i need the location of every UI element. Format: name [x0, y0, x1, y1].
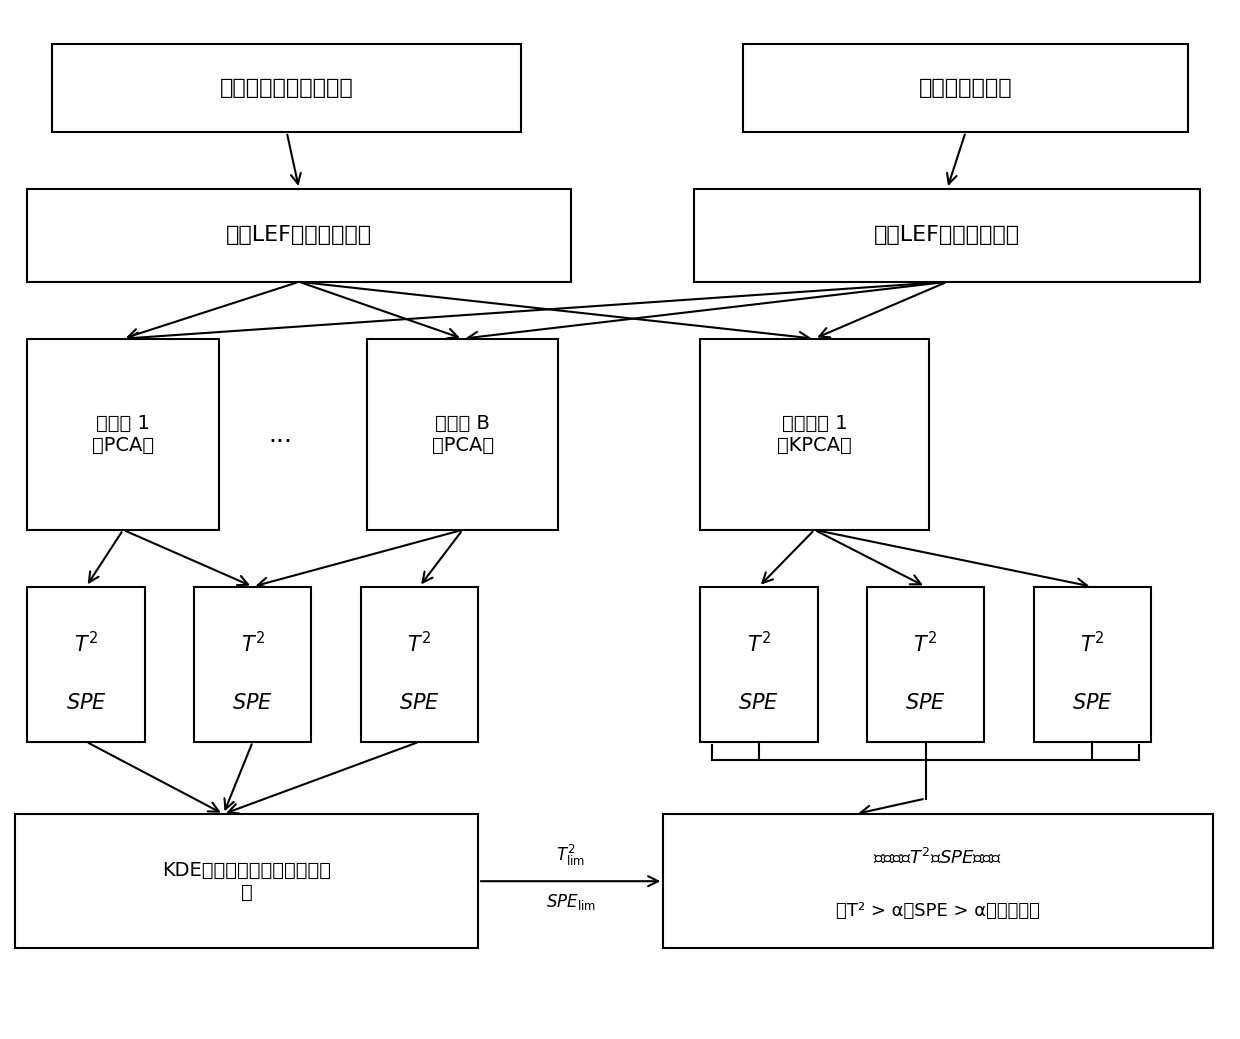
FancyBboxPatch shape [361, 587, 479, 742]
Text: $SPE$: $SPE$ [1071, 693, 1112, 713]
Text: 正常训练集数据预处理: 正常训练集数据预处理 [219, 78, 353, 98]
Text: $SPE$: $SPE$ [905, 693, 946, 713]
FancyBboxPatch shape [701, 339, 929, 530]
Text: 基于LEF的变量块划分: 基于LEF的变量块划分 [226, 225, 372, 245]
Text: 基于LEF的变量块划分: 基于LEF的变量块划分 [874, 225, 1021, 245]
Text: 线性块 1
（PCA）: 线性块 1 （PCA） [92, 414, 154, 455]
FancyBboxPatch shape [27, 189, 570, 282]
Text: $T^2$: $T^2$ [407, 632, 432, 657]
Text: $T^2$: $T^2$ [1080, 632, 1105, 657]
Text: $SPE$: $SPE$ [232, 693, 273, 713]
FancyBboxPatch shape [867, 587, 985, 742]
FancyBboxPatch shape [1033, 587, 1151, 742]
FancyBboxPatch shape [694, 189, 1200, 282]
FancyBboxPatch shape [15, 814, 479, 949]
Text: 若T² > α或SPE > α则发生故障: 若T² > α或SPE > α则发生故障 [836, 902, 1040, 920]
FancyBboxPatch shape [663, 814, 1213, 949]
Text: $T^2$: $T^2$ [241, 632, 265, 657]
Text: $SPE$: $SPE$ [66, 693, 107, 713]
Text: $T^2$: $T^2$ [746, 632, 771, 657]
Text: $T_{\rm lim}^{2}$: $T_{\rm lim}^{2}$ [556, 843, 585, 868]
FancyBboxPatch shape [27, 339, 218, 530]
FancyBboxPatch shape [367, 339, 558, 530]
Text: ...: ... [269, 423, 293, 447]
Text: $SPE$: $SPE$ [399, 693, 440, 713]
Text: $SPE$: $SPE$ [738, 693, 780, 713]
FancyBboxPatch shape [195, 587, 311, 742]
Text: $SPE_{\rm lim}$: $SPE_{\rm lim}$ [546, 891, 595, 912]
Text: 在线数据预处理: 在线数据预处理 [919, 78, 1012, 98]
FancyBboxPatch shape [27, 587, 145, 742]
FancyBboxPatch shape [744, 44, 1188, 132]
Text: $T^2$: $T^2$ [74, 632, 98, 657]
Text: 线性块 B
（PCA）: 线性块 B （PCA） [432, 414, 494, 455]
FancyBboxPatch shape [701, 587, 817, 742]
Text: 构造融合$T^2$和$SPE$统计量: 构造融合$T^2$和$SPE$统计量 [873, 848, 1002, 867]
Text: KDE方法获得各变量块的控制
限: KDE方法获得各变量块的控制 限 [162, 860, 331, 902]
Text: $T^2$: $T^2$ [914, 632, 937, 657]
FancyBboxPatch shape [52, 44, 521, 132]
Text: 非线性块 1
（KPCA）: 非线性块 1 （KPCA） [777, 414, 852, 455]
